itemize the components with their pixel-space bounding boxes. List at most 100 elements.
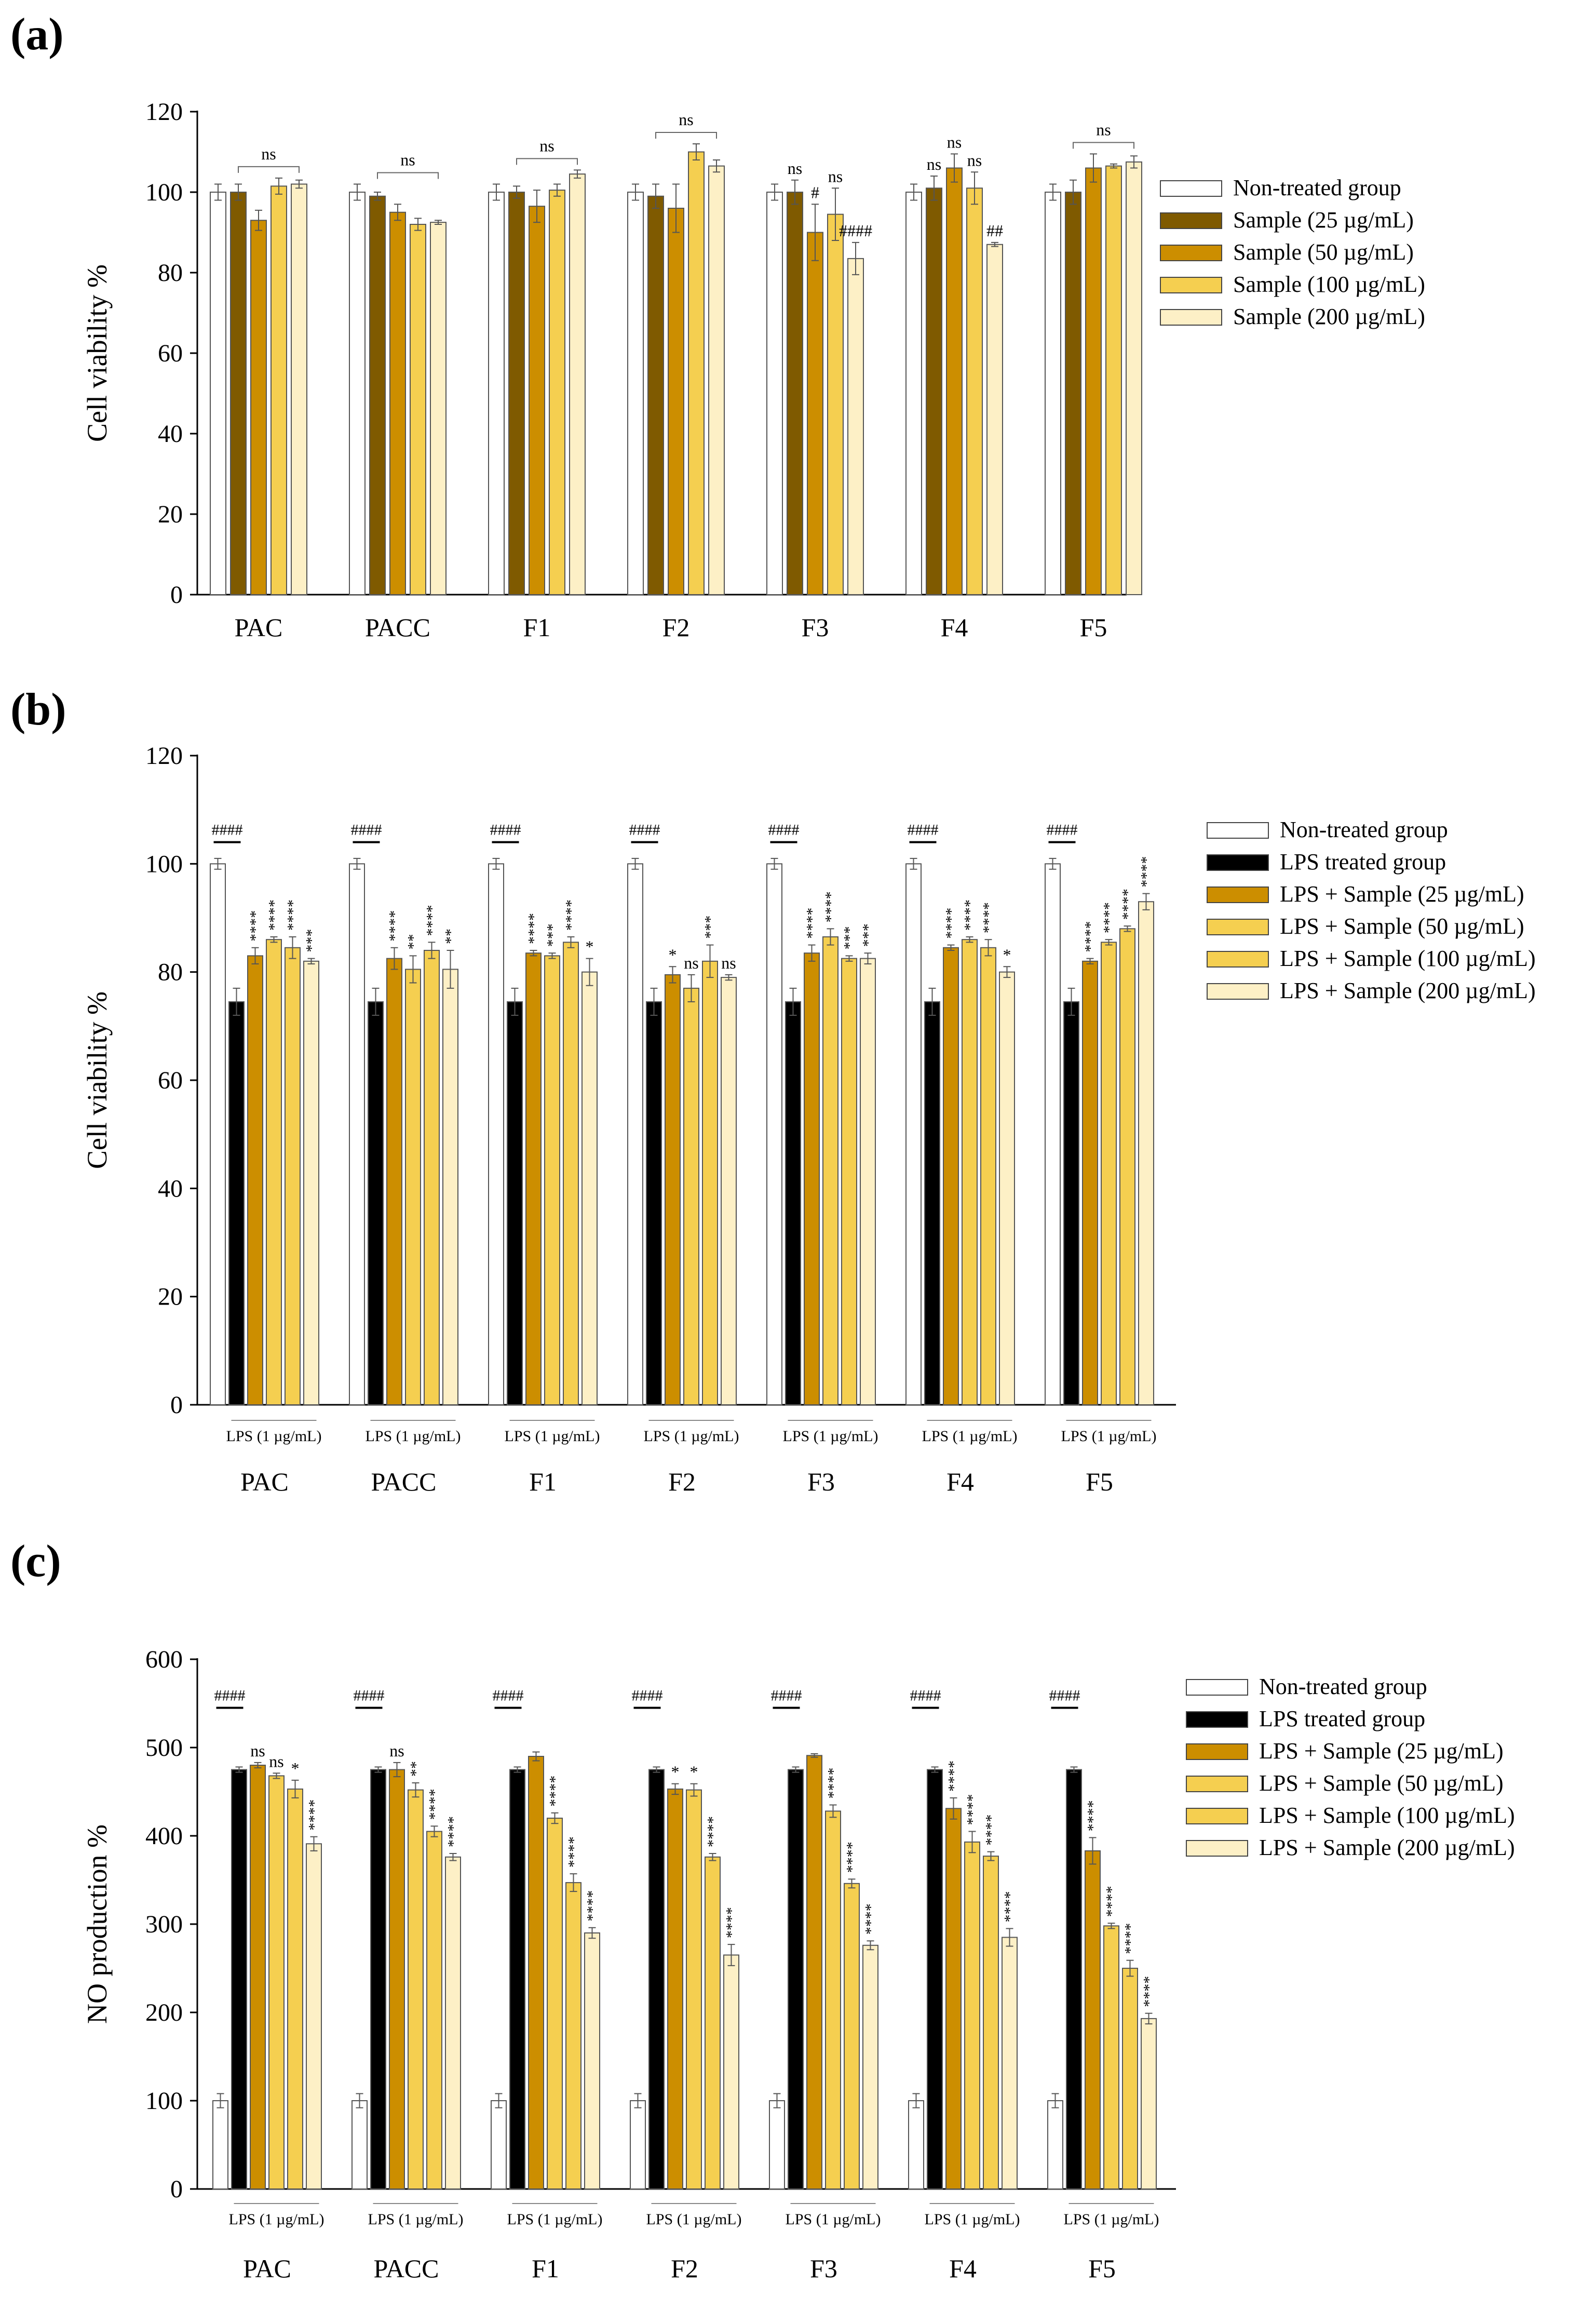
bar-group-f4: **** **** *****####LPS (1 µg/mL)F4: [905, 822, 1017, 1496]
significance-label: *: [1003, 945, 1011, 964]
bar: [230, 192, 247, 595]
bar: [962, 939, 978, 1405]
significance-label: ****: [1122, 1923, 1139, 1954]
bar-group-f2: ns F2: [627, 110, 725, 642]
legend-label: LPS + Sample (25 µg/mL): [1280, 881, 1524, 907]
x-category-label: F3: [807, 1467, 835, 1496]
x-sub-label: LPS (1 µg/mL): [505, 1428, 600, 1445]
significance-label: ****: [723, 1907, 740, 1938]
y-tick-label: 20: [158, 501, 183, 528]
bar: [1141, 2018, 1157, 2189]
bar: [410, 224, 426, 595]
legend-swatch: [1186, 1679, 1248, 1696]
bar: [426, 1831, 442, 2189]
bar: [827, 213, 844, 595]
bar: [648, 1769, 665, 2189]
y-tick-label: 40: [158, 420, 183, 448]
bar: [766, 863, 782, 1405]
bar-group-f5: ****************####LPS (1 µg/mL)F5: [1047, 1687, 1159, 2283]
bar: [1085, 167, 1102, 595]
bar-group-f2: * *********####LPS (1 µg/mL)F2: [630, 1687, 741, 2283]
significance-label: ****: [844, 1842, 861, 1873]
legend-label: Non-treated group: [1259, 1674, 1427, 1699]
group-bracket: [377, 172, 439, 179]
significance-label: ****: [266, 899, 283, 931]
bar: [228, 1001, 245, 1406]
bar: [408, 1789, 424, 2190]
bar: [686, 1789, 702, 2190]
significance-label: **: [405, 934, 422, 949]
bar: [389, 1769, 405, 2189]
bar: [349, 863, 365, 1405]
bar-group-f3: *********** ***####LPS (1 µg/mL)F3: [766, 822, 878, 1496]
significance-label: ####: [839, 221, 872, 240]
bar: [508, 192, 525, 595]
bar: [581, 971, 598, 1405]
legend-swatch: [1160, 277, 1222, 293]
legend-swatch: [1186, 1743, 1248, 1760]
significance-label: ns: [684, 953, 698, 972]
panel-label: (c): [10, 1536, 61, 1587]
bar: [544, 955, 560, 1405]
y-tick-label: 0: [170, 581, 183, 609]
bar: [247, 955, 263, 1405]
bar: [785, 1001, 801, 1406]
significance-label: ***: [841, 926, 858, 949]
y-tick-label: 0: [170, 2175, 183, 2203]
x-sub-label: LPS (1 µg/mL): [1064, 2211, 1159, 2228]
y-tick-label: 20: [158, 1283, 183, 1311]
significance-label: *: [291, 1759, 300, 1778]
y-tick-label: 100: [145, 2087, 183, 2115]
legend-label: LPS + Sample (50 µg/mL): [1259, 1770, 1504, 1796]
x-category-label: PACC: [373, 2254, 439, 2283]
bar-group-pacc: ns PACC: [349, 151, 447, 642]
bar: [847, 258, 864, 595]
bar-group-f1: ns F1: [488, 136, 586, 642]
bar: [705, 1856, 721, 2190]
significance-label: ns: [927, 155, 941, 173]
significance-label: *: [671, 1763, 680, 1781]
y-tick-label: 0: [170, 1391, 183, 1419]
x-sub-label: LPS (1 µg/mL): [644, 1428, 739, 1445]
group-significance: ns: [679, 110, 693, 129]
legend-label: Non-treated group: [1280, 817, 1448, 842]
significance-label: ****: [563, 899, 580, 931]
x-category-label: F5: [1080, 613, 1107, 642]
significance-label: ****: [1085, 1800, 1102, 1831]
y-tick-label: 120: [145, 742, 183, 770]
bar: [1105, 165, 1122, 595]
x-sub-label: LPS (1 µg/mL): [229, 2211, 324, 2228]
bar: [841, 958, 857, 1405]
x-category-label: F3: [802, 613, 829, 642]
bar: [668, 208, 684, 595]
x-sub-label: LPS (1 µg/mL): [646, 2211, 742, 2228]
group-significance: ns: [539, 136, 554, 155]
bar: [769, 2100, 785, 2189]
significance-label: ****: [424, 905, 441, 936]
bar-group-f5: ns F5: [1045, 120, 1142, 642]
legend-swatch: [1160, 309, 1222, 326]
bar: [946, 167, 963, 595]
significance-label: ****: [980, 902, 997, 933]
bar: [1065, 192, 1081, 595]
significance-label: ****: [1138, 856, 1155, 888]
significance-label: ***: [702, 916, 719, 939]
y-tick-label: 60: [158, 340, 183, 367]
bar: [905, 192, 922, 595]
significance-label: ****: [565, 1836, 583, 1868]
bar: [287, 1788, 303, 2189]
bar: [1063, 1001, 1079, 1406]
significance-label: ****: [962, 899, 979, 931]
bar: [945, 1808, 962, 2190]
bar: [285, 947, 301, 1405]
x-category-label: F2: [668, 1467, 696, 1496]
group-significance: ####: [1047, 822, 1078, 839]
bar: [1082, 960, 1098, 1406]
bar: [807, 232, 823, 595]
group-bracket: [238, 166, 300, 173]
bar: [369, 195, 386, 595]
legend-swatch: [1160, 180, 1222, 197]
